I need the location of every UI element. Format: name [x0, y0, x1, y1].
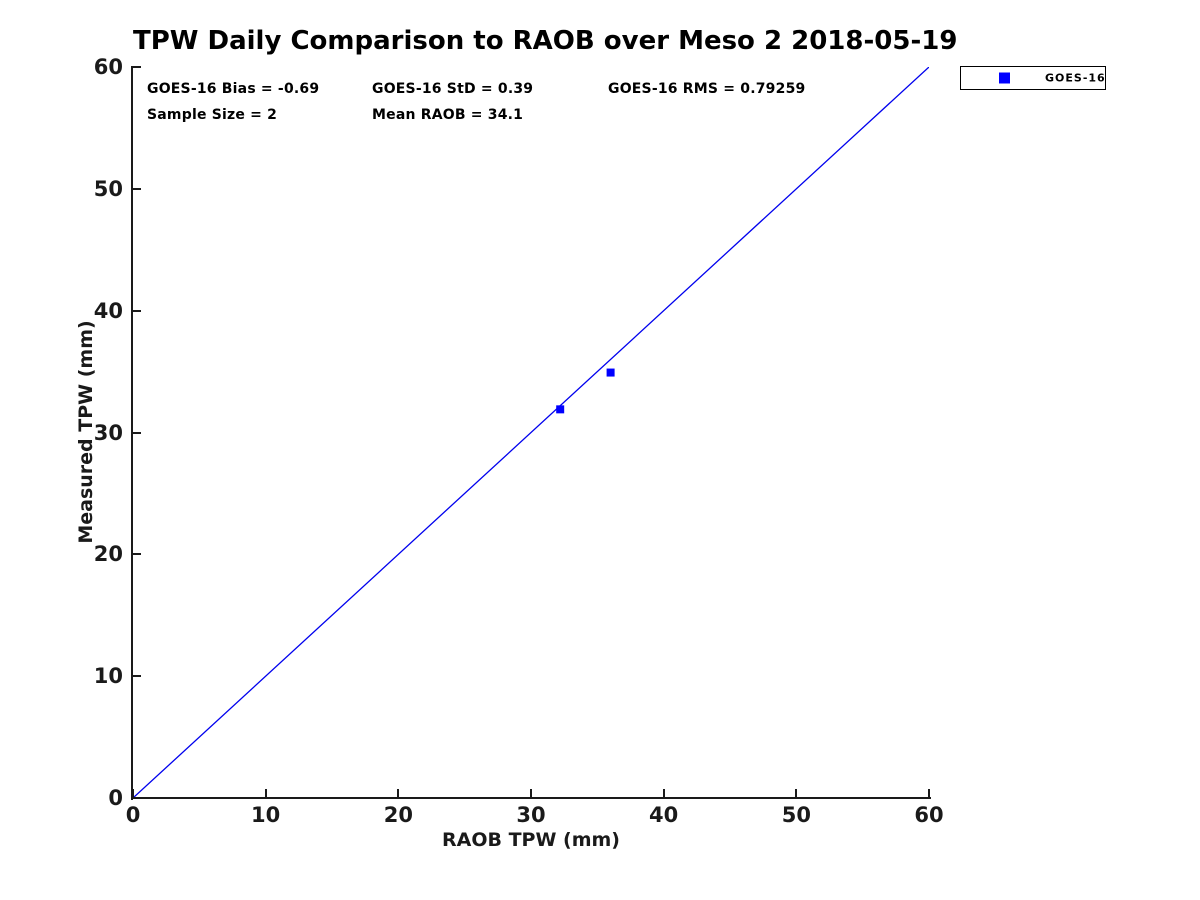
y-tick-mark [133, 797, 141, 799]
legend-marker-square [999, 72, 1010, 84]
x-tick-mark [662, 789, 665, 797]
x-tick-mark [132, 789, 134, 797]
x-tick-label: 30 [516, 803, 546, 827]
y-tick-mark [133, 66, 141, 68]
x-tick-label: 60 [914, 803, 944, 827]
x-tick-mark [928, 789, 930, 797]
x-tick-label: 50 [781, 803, 811, 827]
y-tick-label: 10 [93, 664, 123, 689]
x-tick-label: 10 [251, 803, 281, 827]
legend: GOES-16 [960, 66, 1106, 90]
y-axis-spine [131, 66, 133, 800]
identity-line [133, 67, 929, 798]
y-tick-label: 0 [108, 786, 123, 810]
chart-title: TPW Daily Comparison to RAOB over Meso 2… [133, 26, 958, 56]
stat-rms: GOES-16 RMS = 0.79259 [608, 81, 806, 97]
data-point [606, 368, 615, 377]
x-tick-mark [264, 789, 267, 797]
y-tick-mark [133, 187, 141, 190]
legend-label: GOES-16 [1045, 71, 1106, 85]
x-tick-mark [795, 789, 798, 797]
y-tick-mark [133, 553, 141, 556]
x-tick-mark [397, 789, 400, 797]
plot-canvas [133, 67, 929, 798]
x-tick-mark [530, 789, 532, 797]
y-tick-mark [133, 309, 141, 312]
y-tick-mark [133, 431, 141, 434]
y-tick-label: 60 [93, 55, 123, 79]
stat-bias: GOES-16 Bias = -0.69 [147, 81, 320, 97]
x-tick-label: 20 [383, 803, 413, 827]
stat-std: GOES-16 StD = 0.39 [372, 81, 534, 97]
x-tick-label: 40 [649, 803, 679, 827]
x-tick-label: 0 [125, 803, 141, 827]
stat-mean-raob: Mean RAOB = 34.1 [372, 107, 524, 123]
y-tick-mark [133, 675, 141, 678]
y-tick-label: 30 [93, 420, 123, 445]
y-tick-label: 20 [93, 542, 123, 567]
y-tick-label: 50 [93, 176, 123, 201]
stat-sample-size: Sample Size = 2 [147, 107, 278, 123]
plot-area: GOES-16 Bias = -0.69 GOES-16 StD = 0.39 … [133, 67, 929, 798]
data-point [556, 405, 565, 414]
x-axis-spine [131, 797, 931, 799]
y-tick-label: 40 [93, 298, 123, 323]
x-axis-label: RAOB TPW (mm) [441, 829, 620, 851]
